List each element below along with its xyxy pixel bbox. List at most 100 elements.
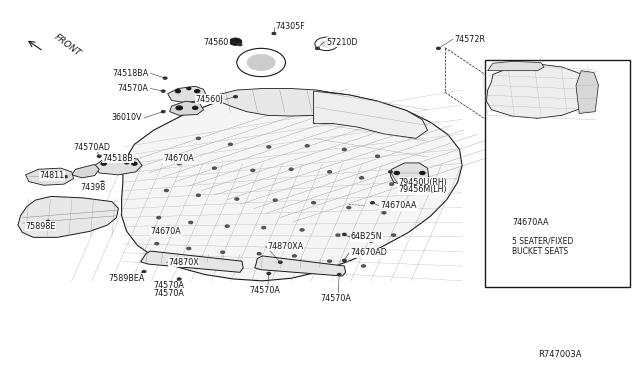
Text: 74518BA: 74518BA: [112, 69, 148, 78]
Circle shape: [196, 194, 200, 196]
Circle shape: [267, 146, 271, 148]
Polygon shape: [218, 89, 349, 116]
Circle shape: [272, 32, 276, 35]
Text: 79450U(RH): 79450U(RH): [398, 178, 447, 187]
Polygon shape: [18, 196, 118, 237]
Circle shape: [328, 260, 332, 262]
Circle shape: [187, 247, 191, 250]
Circle shape: [193, 106, 198, 109]
Circle shape: [229, 38, 242, 45]
Circle shape: [420, 171, 425, 174]
Text: 74570A: 74570A: [320, 294, 351, 303]
Circle shape: [388, 171, 392, 173]
Circle shape: [177, 285, 181, 287]
Circle shape: [97, 155, 101, 157]
Polygon shape: [141, 251, 243, 272]
Polygon shape: [390, 163, 429, 185]
Text: 74670AA: 74670AA: [512, 218, 548, 227]
Polygon shape: [72, 164, 99, 178]
Circle shape: [360, 177, 364, 179]
Text: 74570A: 74570A: [250, 286, 280, 295]
Circle shape: [163, 77, 167, 79]
Text: 79456M(LH): 79456M(LH): [398, 185, 447, 194]
Text: 74518B: 74518B: [102, 154, 133, 163]
Circle shape: [251, 169, 255, 171]
Circle shape: [536, 114, 540, 116]
Circle shape: [177, 163, 181, 165]
Text: R747003A: R747003A: [538, 350, 582, 359]
Circle shape: [166, 228, 170, 230]
Text: 74398: 74398: [80, 183, 105, 192]
Text: 64B25N: 64B25N: [351, 232, 382, 241]
Circle shape: [300, 229, 304, 231]
Circle shape: [305, 145, 309, 147]
Text: 75898E: 75898E: [26, 222, 56, 231]
Circle shape: [247, 54, 275, 71]
Circle shape: [63, 176, 67, 178]
Text: 74670AD: 74670AD: [351, 248, 388, 257]
Circle shape: [132, 162, 137, 165]
Circle shape: [161, 110, 165, 113]
Circle shape: [289, 168, 293, 170]
Circle shape: [267, 272, 271, 275]
Circle shape: [382, 212, 386, 214]
Circle shape: [157, 217, 161, 219]
Circle shape: [228, 143, 232, 145]
Circle shape: [176, 260, 180, 262]
Text: FRONT: FRONT: [52, 33, 83, 59]
Circle shape: [196, 137, 200, 140]
Circle shape: [164, 189, 168, 192]
Circle shape: [292, 255, 296, 257]
Text: 74570A: 74570A: [154, 281, 184, 290]
Text: 74870X: 74870X: [168, 258, 199, 267]
Polygon shape: [122, 90, 462, 281]
Polygon shape: [576, 71, 598, 113]
Circle shape: [175, 90, 180, 93]
Circle shape: [161, 90, 165, 92]
Circle shape: [312, 202, 316, 204]
Polygon shape: [26, 168, 74, 185]
Circle shape: [262, 227, 266, 229]
Text: 74670A: 74670A: [163, 154, 194, 163]
Text: 74870XA: 74870XA: [268, 242, 304, 251]
Circle shape: [176, 106, 182, 110]
Polygon shape: [255, 256, 346, 276]
Circle shape: [187, 155, 191, 157]
Circle shape: [189, 221, 193, 224]
Circle shape: [234, 96, 237, 98]
Circle shape: [342, 148, 346, 151]
Polygon shape: [488, 61, 544, 71]
Circle shape: [342, 259, 346, 262]
Circle shape: [347, 206, 351, 209]
Circle shape: [100, 181, 104, 183]
Circle shape: [177, 278, 181, 280]
Circle shape: [278, 261, 282, 263]
Circle shape: [328, 171, 332, 173]
Circle shape: [316, 47, 319, 49]
Circle shape: [436, 47, 440, 49]
Text: 74670AA: 74670AA: [381, 201, 417, 210]
Circle shape: [336, 234, 340, 236]
Circle shape: [125, 162, 129, 164]
Circle shape: [362, 265, 365, 267]
Polygon shape: [95, 156, 142, 175]
Circle shape: [394, 171, 399, 174]
Polygon shape: [314, 91, 428, 138]
Text: 7589BEA: 7589BEA: [109, 274, 145, 283]
Circle shape: [187, 87, 191, 90]
Text: 74560J: 74560J: [195, 95, 223, 104]
Circle shape: [369, 240, 373, 242]
Text: 74670A: 74670A: [150, 227, 181, 236]
Circle shape: [390, 183, 394, 185]
Circle shape: [221, 251, 225, 253]
Text: 74570AD: 74570AD: [74, 143, 111, 152]
Circle shape: [350, 235, 354, 237]
Text: 74811: 74811: [40, 171, 65, 180]
Circle shape: [321, 41, 332, 47]
Text: 74305F: 74305F: [275, 22, 305, 31]
Circle shape: [46, 220, 50, 222]
Circle shape: [371, 202, 374, 204]
Text: 74570A: 74570A: [154, 289, 184, 298]
Circle shape: [155, 243, 159, 245]
Text: 74572R: 74572R: [454, 35, 485, 44]
